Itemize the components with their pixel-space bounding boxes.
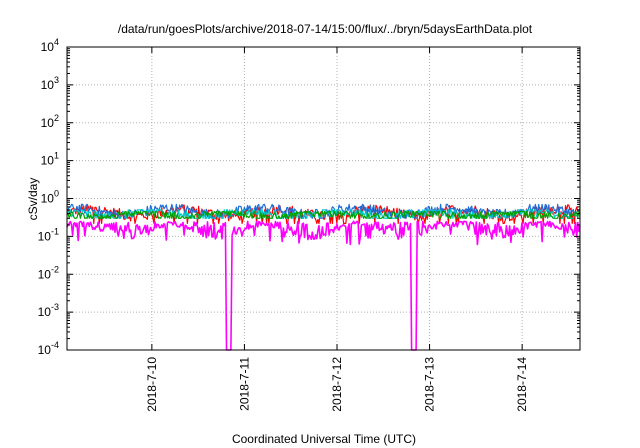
series-line [66, 220, 581, 351]
x-tick-label: 2018-7-10 [145, 357, 159, 412]
y-tick-label: 10-2 [38, 264, 59, 281]
y-tick-label: 103 [41, 75, 59, 92]
y-tick-label: 10-4 [38, 340, 59, 357]
plot-frame [66, 46, 581, 351]
y-tick-label: 10-1 [38, 226, 59, 243]
y-tick-label: 10-3 [38, 302, 59, 319]
y-tick-label: 104 [41, 37, 59, 54]
series-line [66, 211, 581, 219]
y-tick-label: 101 [41, 151, 59, 168]
x-tick-label: 2018-7-14 [515, 357, 529, 412]
x-axis-ticks: 2018-7-10 2018-7-11 2018-7-12 2018-7-13 2018… [145, 47, 529, 412]
data-series [66, 203, 581, 351]
y-tick-label: 100 [41, 189, 59, 206]
x-tick-label: 2018-7-12 [330, 357, 344, 412]
y-tick-label: 102 [41, 113, 59, 130]
y-axis-label: cSv/day [26, 178, 40, 221]
y-axis-ticks: 10-4 10-3 10-2 10-1 100 101 102 103 104 [38, 37, 580, 357]
series-line [66, 203, 581, 224]
x-axis-label: Coordinated Universal Time (UTC) [232, 432, 416, 446]
chart-title: /data/run/goesPlots/archive/2018-07-14/1… [118, 22, 533, 36]
x-tick-label: 2018-7-11 [237, 357, 251, 411]
grid-lines [67, 47, 580, 350]
x-tick-label: 2018-7-13 [423, 357, 437, 412]
